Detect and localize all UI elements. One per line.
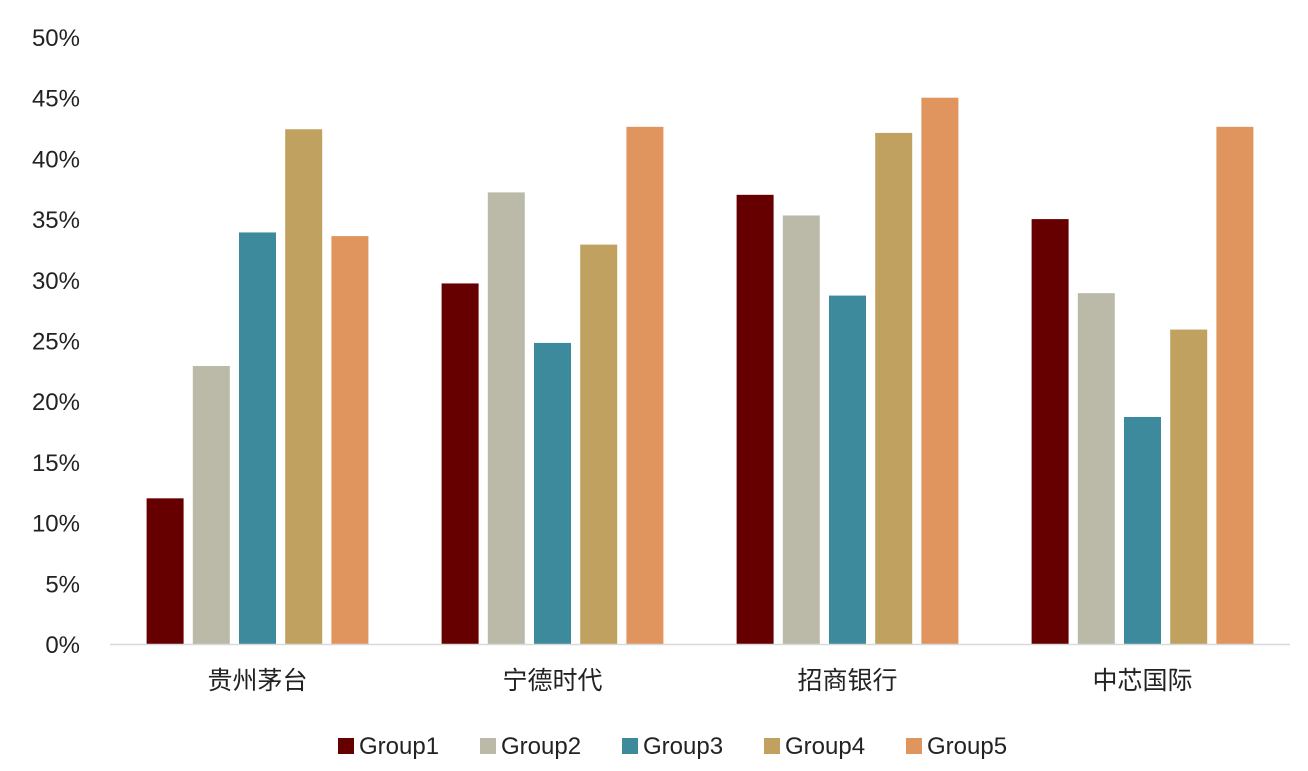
y-tick-label: 10%: [32, 511, 80, 538]
y-tick-label: 45%: [32, 86, 80, 113]
bar-group2-2: [487, 192, 525, 644]
bar-group3-2: [534, 342, 571, 644]
bar-group1-2: [441, 283, 479, 644]
bar-group3-3: [829, 295, 866, 644]
y-tick-label: 25%: [32, 329, 80, 356]
y-tick-label: 40%: [32, 146, 80, 173]
y-tick-label: 0%: [45, 632, 80, 659]
legend-swatch-group1: [338, 738, 354, 754]
bar-group3-4: [1124, 416, 1161, 644]
bar-group1-1: [146, 498, 184, 644]
legend-label-group1: Group1: [359, 733, 439, 760]
bar-group2-3: [782, 215, 820, 644]
legend-label-group2: Group2: [501, 733, 581, 760]
x-category-label: 宁德时代: [502, 667, 602, 695]
x-category-label: 贵州茅台: [207, 667, 307, 695]
bar-group2-4: [1077, 293, 1115, 644]
bar-group4-1: [285, 129, 323, 644]
bar-group2-1: [192, 365, 230, 644]
bar-group5-2: [626, 126, 664, 644]
legend-swatch-group5: [906, 738, 922, 754]
bar-group1-4: [1031, 219, 1069, 644]
legend-label-group4: Group4: [785, 733, 865, 760]
bar-group5-3: [921, 97, 959, 644]
y-tick-label: 15%: [32, 450, 80, 477]
legend-label-group3: Group3: [643, 733, 723, 760]
bar-group1-3: [736, 194, 774, 644]
y-tick-label: 30%: [32, 268, 80, 295]
y-axis-tick-labels: 0% 5% 10% 15% 20% 25% 30% 35% 40% 45% 50%: [32, 25, 80, 659]
bar-group3-1: [239, 232, 276, 645]
bar-group5-4: [1216, 126, 1254, 644]
bar-group4-3: [875, 132, 913, 644]
legend: Group1 Group2 Group3 Group4 Group5: [338, 733, 1007, 760]
y-tick-label: 35%: [32, 207, 80, 234]
legend-swatch-group2: [480, 738, 496, 754]
x-axis-category-labels: 贵州茅台 宁德时代 招商银行 中芯国际: [207, 667, 1192, 695]
y-tick-label: 5%: [45, 571, 80, 598]
legend-swatch-group4: [764, 738, 780, 754]
y-tick-label: 50%: [32, 25, 80, 52]
bar-group4-4: [1170, 329, 1208, 644]
x-category-label: 中芯国际: [1092, 667, 1192, 695]
bar-group5-1: [331, 236, 369, 644]
bars: [146, 97, 1254, 645]
legend-label-group5: Group5: [927, 733, 1007, 760]
bar-group4-2: [580, 244, 618, 644]
legend-swatch-group3: [622, 738, 638, 754]
x-category-label: 招商银行: [797, 667, 897, 695]
y-tick-label: 20%: [32, 389, 80, 416]
